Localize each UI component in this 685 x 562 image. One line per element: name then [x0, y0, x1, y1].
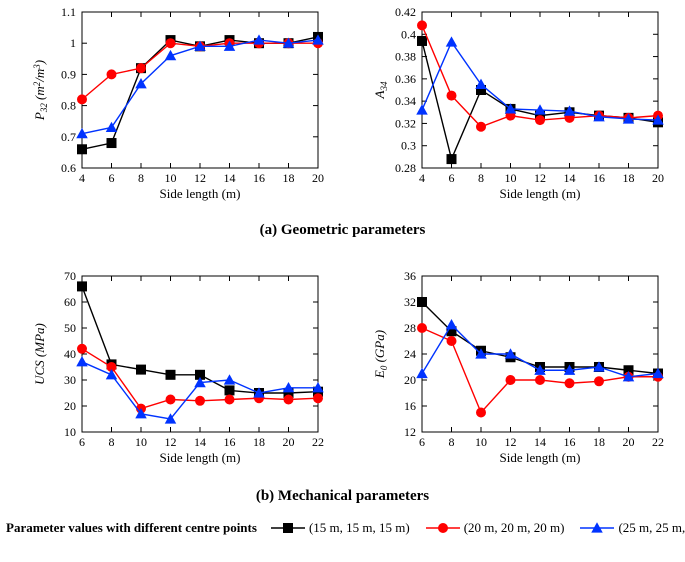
legend-title: Parameter values with different centre p… [6, 520, 257, 536]
chart-ucs: 6 8 10 12 14 16 18 20 22 10 20 30 40 50 60 70 Side lengt… [30, 268, 330, 468]
svg-text:18: 18 [253, 435, 265, 449]
svg-text:30: 30 [64, 373, 76, 387]
svg-text:Side length (m): Side length (m) [160, 186, 241, 201]
svg-text:UCS (MPa): UCS (MPa) [32, 323, 47, 385]
svg-text:Side length (m): Side length (m) [160, 450, 241, 465]
svg-text:16: 16 [224, 435, 236, 449]
svg-text:14: 14 [564, 171, 576, 185]
svg-text:6: 6 [79, 435, 85, 449]
svg-text:16: 16 [253, 171, 265, 185]
svg-text:8: 8 [478, 171, 484, 185]
chart-e0: 6 8 10 12 14 16 18 20 22 12 16 20 24 28 32 36 Side lengt… [370, 268, 670, 468]
svg-text:20: 20 [312, 171, 324, 185]
svg-text:4: 4 [79, 171, 85, 185]
svg-text:A34: A34 [372, 81, 389, 99]
svg-text:10: 10 [505, 171, 517, 185]
svg-text:32: 32 [404, 295, 416, 309]
svg-text:E0 (GPa): E0 (GPa) [372, 330, 389, 379]
svg-text:70: 70 [64, 269, 76, 283]
caption-b: (b) Mechanical parameters [0, 488, 685, 505]
svg-text:28: 28 [404, 321, 416, 335]
svg-text:0.28: 0.28 [395, 161, 416, 175]
legend-item-label: (20 m, 20 m, 20 m) [464, 520, 565, 536]
svg-text:0.42: 0.42 [395, 5, 416, 19]
svg-text:12: 12 [534, 171, 546, 185]
svg-text:6: 6 [419, 435, 425, 449]
svg-text:1.1: 1.1 [61, 5, 76, 19]
svg-text:36: 36 [404, 269, 416, 283]
svg-text:20: 20 [283, 435, 295, 449]
svg-text:10: 10 [475, 435, 487, 449]
svg-text:P32 (m2/m3): P32 (m2/m3) [32, 60, 49, 121]
svg-text:1: 1 [70, 36, 76, 50]
svg-text:0.36: 0.36 [395, 72, 416, 86]
svg-text:12: 12 [194, 171, 206, 185]
svg-text:50: 50 [64, 321, 76, 335]
svg-text:14: 14 [224, 171, 236, 185]
svg-text:60: 60 [64, 295, 76, 309]
figure-page: { "colors": { "series_a": "#000000", "se… [0, 0, 685, 562]
svg-text:24: 24 [404, 347, 416, 361]
svg-text:6: 6 [449, 171, 455, 185]
legend-swatch-icon [580, 521, 614, 535]
svg-text:12: 12 [404, 425, 416, 439]
svg-text:18: 18 [623, 171, 635, 185]
chart-p32: 4 6 8 10 12 14 16 18 20 0.6 0.7 0.8 0.9 1 1.1 Side leng… [30, 4, 330, 204]
svg-text:16: 16 [564, 435, 576, 449]
svg-text:12: 12 [505, 435, 517, 449]
svg-text:14: 14 [534, 435, 546, 449]
svg-text:10: 10 [64, 425, 76, 439]
svg-text:20: 20 [652, 171, 664, 185]
legend-item: (15 m, 15 m, 15 m) [271, 520, 410, 536]
legend-item: (25 m, 25 m, 25 m) [580, 520, 685, 536]
svg-text:14: 14 [194, 435, 206, 449]
svg-text:Side length (m): Side length (m) [500, 186, 581, 201]
legend-item: (20 m, 20 m, 20 m) [426, 520, 565, 536]
svg-text:10: 10 [135, 435, 147, 449]
svg-text:22: 22 [312, 435, 324, 449]
svg-text:40: 40 [64, 347, 76, 361]
svg-text:0.6: 0.6 [61, 161, 76, 175]
caption-a: (a) Geometric parameters [0, 222, 685, 239]
legend-swatch-icon [426, 521, 460, 535]
svg-text:0.3: 0.3 [401, 139, 416, 153]
legend-item-label: (15 m, 15 m, 15 m) [309, 520, 410, 536]
svg-text:Side length (m): Side length (m) [500, 450, 581, 465]
legend-row: Parameter values with different centre p… [0, 520, 685, 536]
svg-text:0.32: 0.32 [395, 116, 416, 130]
svg-text:4: 4 [419, 171, 425, 185]
svg-text:12: 12 [165, 435, 177, 449]
legend-item-label: (25 m, 25 m, 25 m) [618, 520, 685, 536]
svg-text:0.38: 0.38 [395, 50, 416, 64]
svg-text:16: 16 [404, 399, 416, 413]
svg-text:8: 8 [449, 435, 455, 449]
svg-text:18: 18 [283, 171, 295, 185]
legend-swatch-icon [271, 521, 305, 535]
svg-text:0.34: 0.34 [395, 94, 416, 108]
svg-text:0.9: 0.9 [61, 67, 76, 81]
svg-text:22: 22 [652, 435, 664, 449]
svg-text:0.4: 0.4 [401, 27, 416, 41]
svg-text:20: 20 [64, 399, 76, 413]
svg-text:0.8: 0.8 [61, 99, 76, 113]
svg-text:20: 20 [623, 435, 635, 449]
svg-text:0.7: 0.7 [61, 130, 76, 144]
svg-text:8: 8 [109, 435, 115, 449]
svg-text:6: 6 [109, 171, 115, 185]
svg-text:16: 16 [593, 171, 605, 185]
svg-text:18: 18 [593, 435, 605, 449]
svg-text:10: 10 [165, 171, 177, 185]
chart-a34: 4 6 8 10 12 14 16 18 20 0.28 0.3 0.32 0.34 0.36 0.38 0.… [370, 4, 670, 204]
svg-text:20: 20 [404, 373, 416, 387]
svg-text:8: 8 [138, 171, 144, 185]
